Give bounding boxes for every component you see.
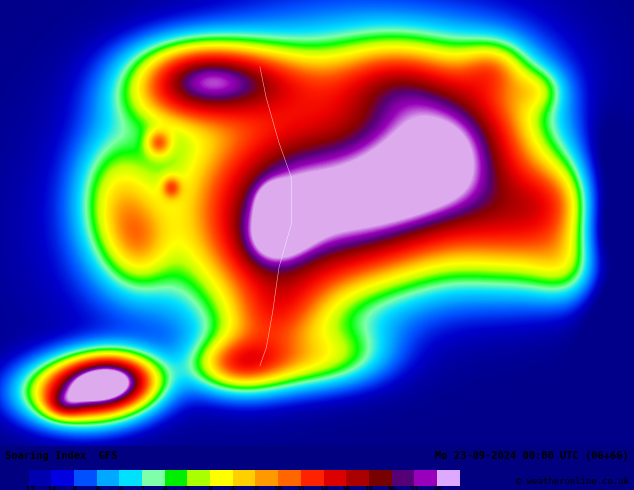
Text: 22: 22 (410, 487, 419, 490)
Text: 12: 12 (296, 487, 306, 490)
Bar (346, 470, 369, 486)
Text: Mo 23-09-2024 00:00 UTC (06+66): Mo 23-09-2024 00:00 UTC (06+66) (435, 451, 629, 461)
Text: -12: -12 (22, 487, 36, 490)
Bar (369, 470, 392, 486)
Text: © weatheronline.co.uk: © weatheronline.co.uk (516, 477, 629, 487)
Text: 14: 14 (319, 487, 328, 490)
Text: 2: 2 (185, 487, 190, 490)
Bar (414, 470, 437, 486)
Bar (74, 470, 96, 486)
Text: Soaring Index  GFS: Soaring Index GFS (5, 451, 117, 461)
Text: 4: 4 (208, 487, 212, 490)
Bar (96, 470, 119, 486)
Bar (278, 470, 301, 486)
Bar (323, 470, 346, 486)
Text: 16: 16 (342, 487, 351, 490)
Text: -6: -6 (92, 487, 101, 490)
Bar (392, 470, 414, 486)
Text: -4: -4 (115, 487, 124, 490)
Text: 0: 0 (162, 487, 167, 490)
Bar (210, 470, 233, 486)
Text: -2: -2 (138, 487, 146, 490)
Bar (256, 470, 278, 486)
Bar (188, 470, 210, 486)
Bar (437, 470, 460, 486)
Text: 18: 18 (365, 487, 373, 490)
Bar (119, 470, 142, 486)
Bar (233, 470, 256, 486)
Bar (142, 470, 165, 486)
Text: 6: 6 (230, 487, 235, 490)
Bar (165, 470, 188, 486)
Bar (29, 470, 51, 486)
Bar (51, 470, 74, 486)
Text: 10: 10 (273, 487, 283, 490)
Text: -10: -10 (44, 487, 58, 490)
Text: 20: 20 (387, 487, 396, 490)
Text: 24: 24 (432, 487, 442, 490)
Text: 8: 8 (253, 487, 258, 490)
Bar (301, 470, 323, 486)
Text: -8: -8 (69, 487, 79, 490)
